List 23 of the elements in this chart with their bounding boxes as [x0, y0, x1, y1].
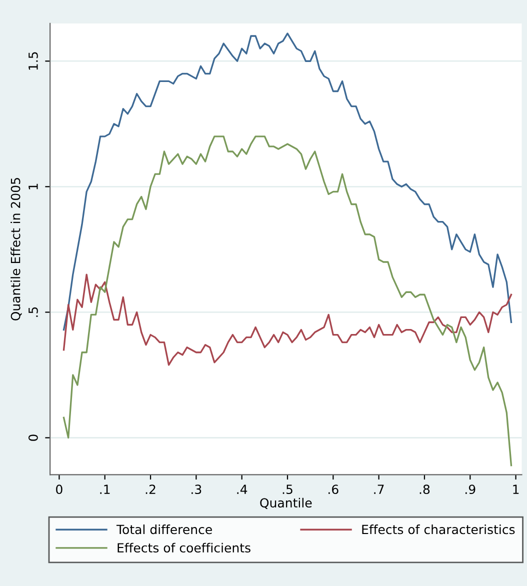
y-tick-label: 0: [28, 434, 38, 441]
x-tick-label: .5: [282, 484, 292, 494]
x-tick-label: .6: [328, 484, 338, 494]
x-axis-title: Quantile: [260, 498, 312, 509]
x-tick-label: 0: [56, 484, 62, 494]
x-tick-label: .7: [374, 484, 384, 494]
x-tick-label: .9: [466, 484, 476, 494]
x-tick-label: .8: [420, 484, 430, 494]
y-tick-label: 1.5: [28, 52, 38, 70]
legend-label: Effects of characteristics: [362, 524, 515, 534]
line-series: [62, 136, 512, 466]
legend-label: Effects of coefficients: [118, 542, 250, 553]
x-tick-label: .4: [237, 484, 248, 494]
line-series: [62, 274, 512, 366]
y-tick-label: 1: [28, 184, 38, 190]
line-series: [62, 32, 512, 331]
x-tick-label: 1: [513, 484, 519, 494]
y-tick-label: .5: [28, 307, 38, 317]
x-tick-label: .3: [192, 484, 202, 494]
x-tick-label: .1: [100, 484, 110, 494]
y-axis-title: Quantile Effect in 2005: [10, 178, 22, 320]
legend-label: Total difference: [116, 524, 212, 534]
x-tick-label: .2: [146, 484, 156, 494]
